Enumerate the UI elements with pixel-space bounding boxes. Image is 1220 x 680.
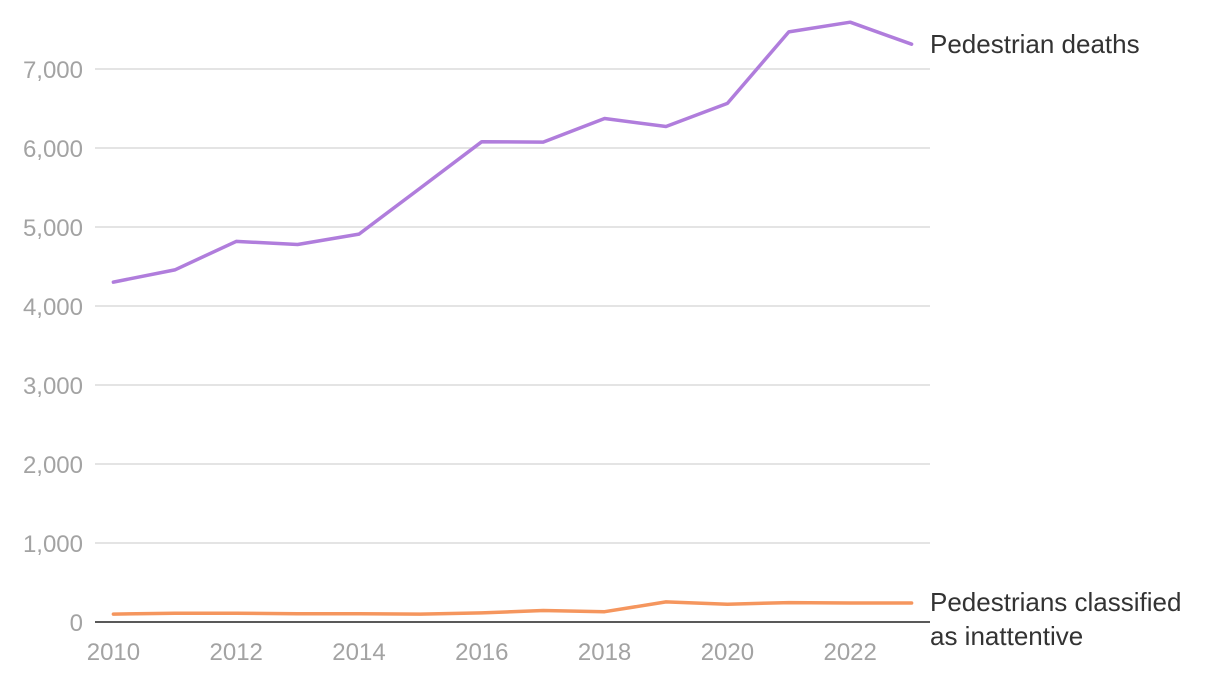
y-tick-label: 2,000 bbox=[23, 452, 83, 479]
x-axis: 2010 2012 2014 2016 2018 2020 2022 bbox=[87, 639, 877, 666]
y-tick-label: 7,000 bbox=[23, 57, 83, 84]
x-tick-label: 2016 bbox=[455, 639, 508, 666]
y-tick-label: 5,000 bbox=[23, 215, 83, 242]
series-line bbox=[111, 20, 914, 284]
x-tick-label: 2018 bbox=[578, 639, 631, 666]
series-label: Pedestrian deaths bbox=[930, 29, 1140, 59]
x-tick-label: 2012 bbox=[210, 639, 263, 666]
y-axis: 0 1,000 2,000 3,000 4,000 5,000 6,000 7,000 bbox=[23, 57, 83, 637]
series-label-line: Pedestrian deaths bbox=[930, 29, 1140, 59]
series-line bbox=[111, 600, 914, 616]
x-tick-label: 2020 bbox=[701, 639, 754, 666]
series-labels: Pedestrian deaths Pedestrians classified a… bbox=[930, 29, 1181, 651]
series-layer bbox=[111, 20, 914, 616]
y-tick-label: 3,000 bbox=[23, 373, 83, 400]
series-label: Pedestrians classified as inattentive bbox=[930, 587, 1181, 651]
x-tick-label: 2010 bbox=[87, 639, 140, 666]
y-tick-label: 6,000 bbox=[23, 136, 83, 163]
grid-layer bbox=[95, 68, 930, 623]
y-tick-label: 0 bbox=[70, 610, 83, 637]
y-tick-label: 1,000 bbox=[23, 531, 83, 558]
y-tick-label: 4,000 bbox=[23, 294, 83, 321]
series-label-line: Pedestrians classified bbox=[930, 587, 1181, 617]
x-tick-label: 2022 bbox=[823, 639, 876, 666]
series-label-line: as inattentive bbox=[930, 621, 1083, 651]
x-tick-label: 2014 bbox=[332, 639, 385, 666]
